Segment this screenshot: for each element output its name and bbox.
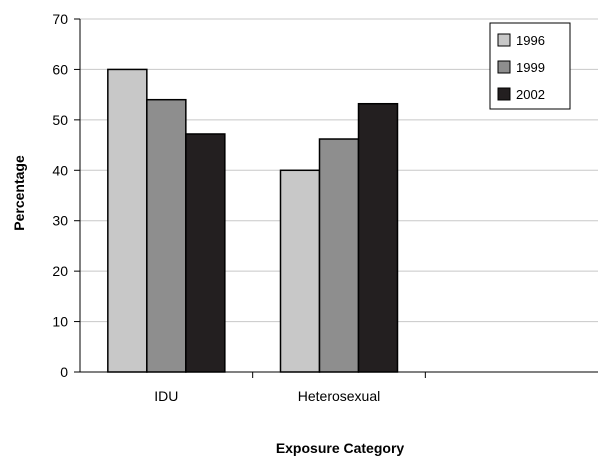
y-tick-label: 70 bbox=[52, 11, 68, 27]
bar bbox=[357, 102, 399, 373]
tick-labels: 0 10 20 30 40 50 60 70 IDU Heterosexual bbox=[52, 11, 380, 404]
legend-swatch bbox=[497, 87, 511, 101]
legend-label: 2002 bbox=[516, 87, 545, 102]
bars bbox=[107, 68, 399, 373]
y-tick-label: 40 bbox=[52, 162, 68, 178]
x-tick-label: IDU bbox=[154, 388, 178, 404]
bar bbox=[279, 169, 321, 373]
legend-swatch bbox=[497, 33, 511, 47]
y-tick-label: 20 bbox=[52, 263, 68, 279]
x-axis-title: Exposure Category bbox=[276, 440, 405, 456]
axes bbox=[74, 18, 598, 378]
bar bbox=[318, 138, 360, 373]
y-tick-label: 0 bbox=[60, 364, 68, 380]
y-tick-label: 60 bbox=[52, 61, 68, 77]
y-tick-label: 30 bbox=[52, 213, 68, 229]
y-tick-label: 50 bbox=[52, 112, 68, 128]
legend-swatch bbox=[497, 60, 511, 74]
y-axis-title: Percentage bbox=[11, 155, 27, 231]
bar bbox=[146, 98, 187, 373]
bar bbox=[185, 133, 226, 373]
y-tick-label: 10 bbox=[52, 314, 68, 330]
x-tick-label: Heterosexual bbox=[298, 388, 381, 404]
bar bbox=[107, 68, 148, 373]
legend-label: 1996 bbox=[516, 33, 545, 48]
legend: 1996 1999 2002 bbox=[489, 22, 571, 110]
legend-label: 1999 bbox=[516, 60, 545, 75]
